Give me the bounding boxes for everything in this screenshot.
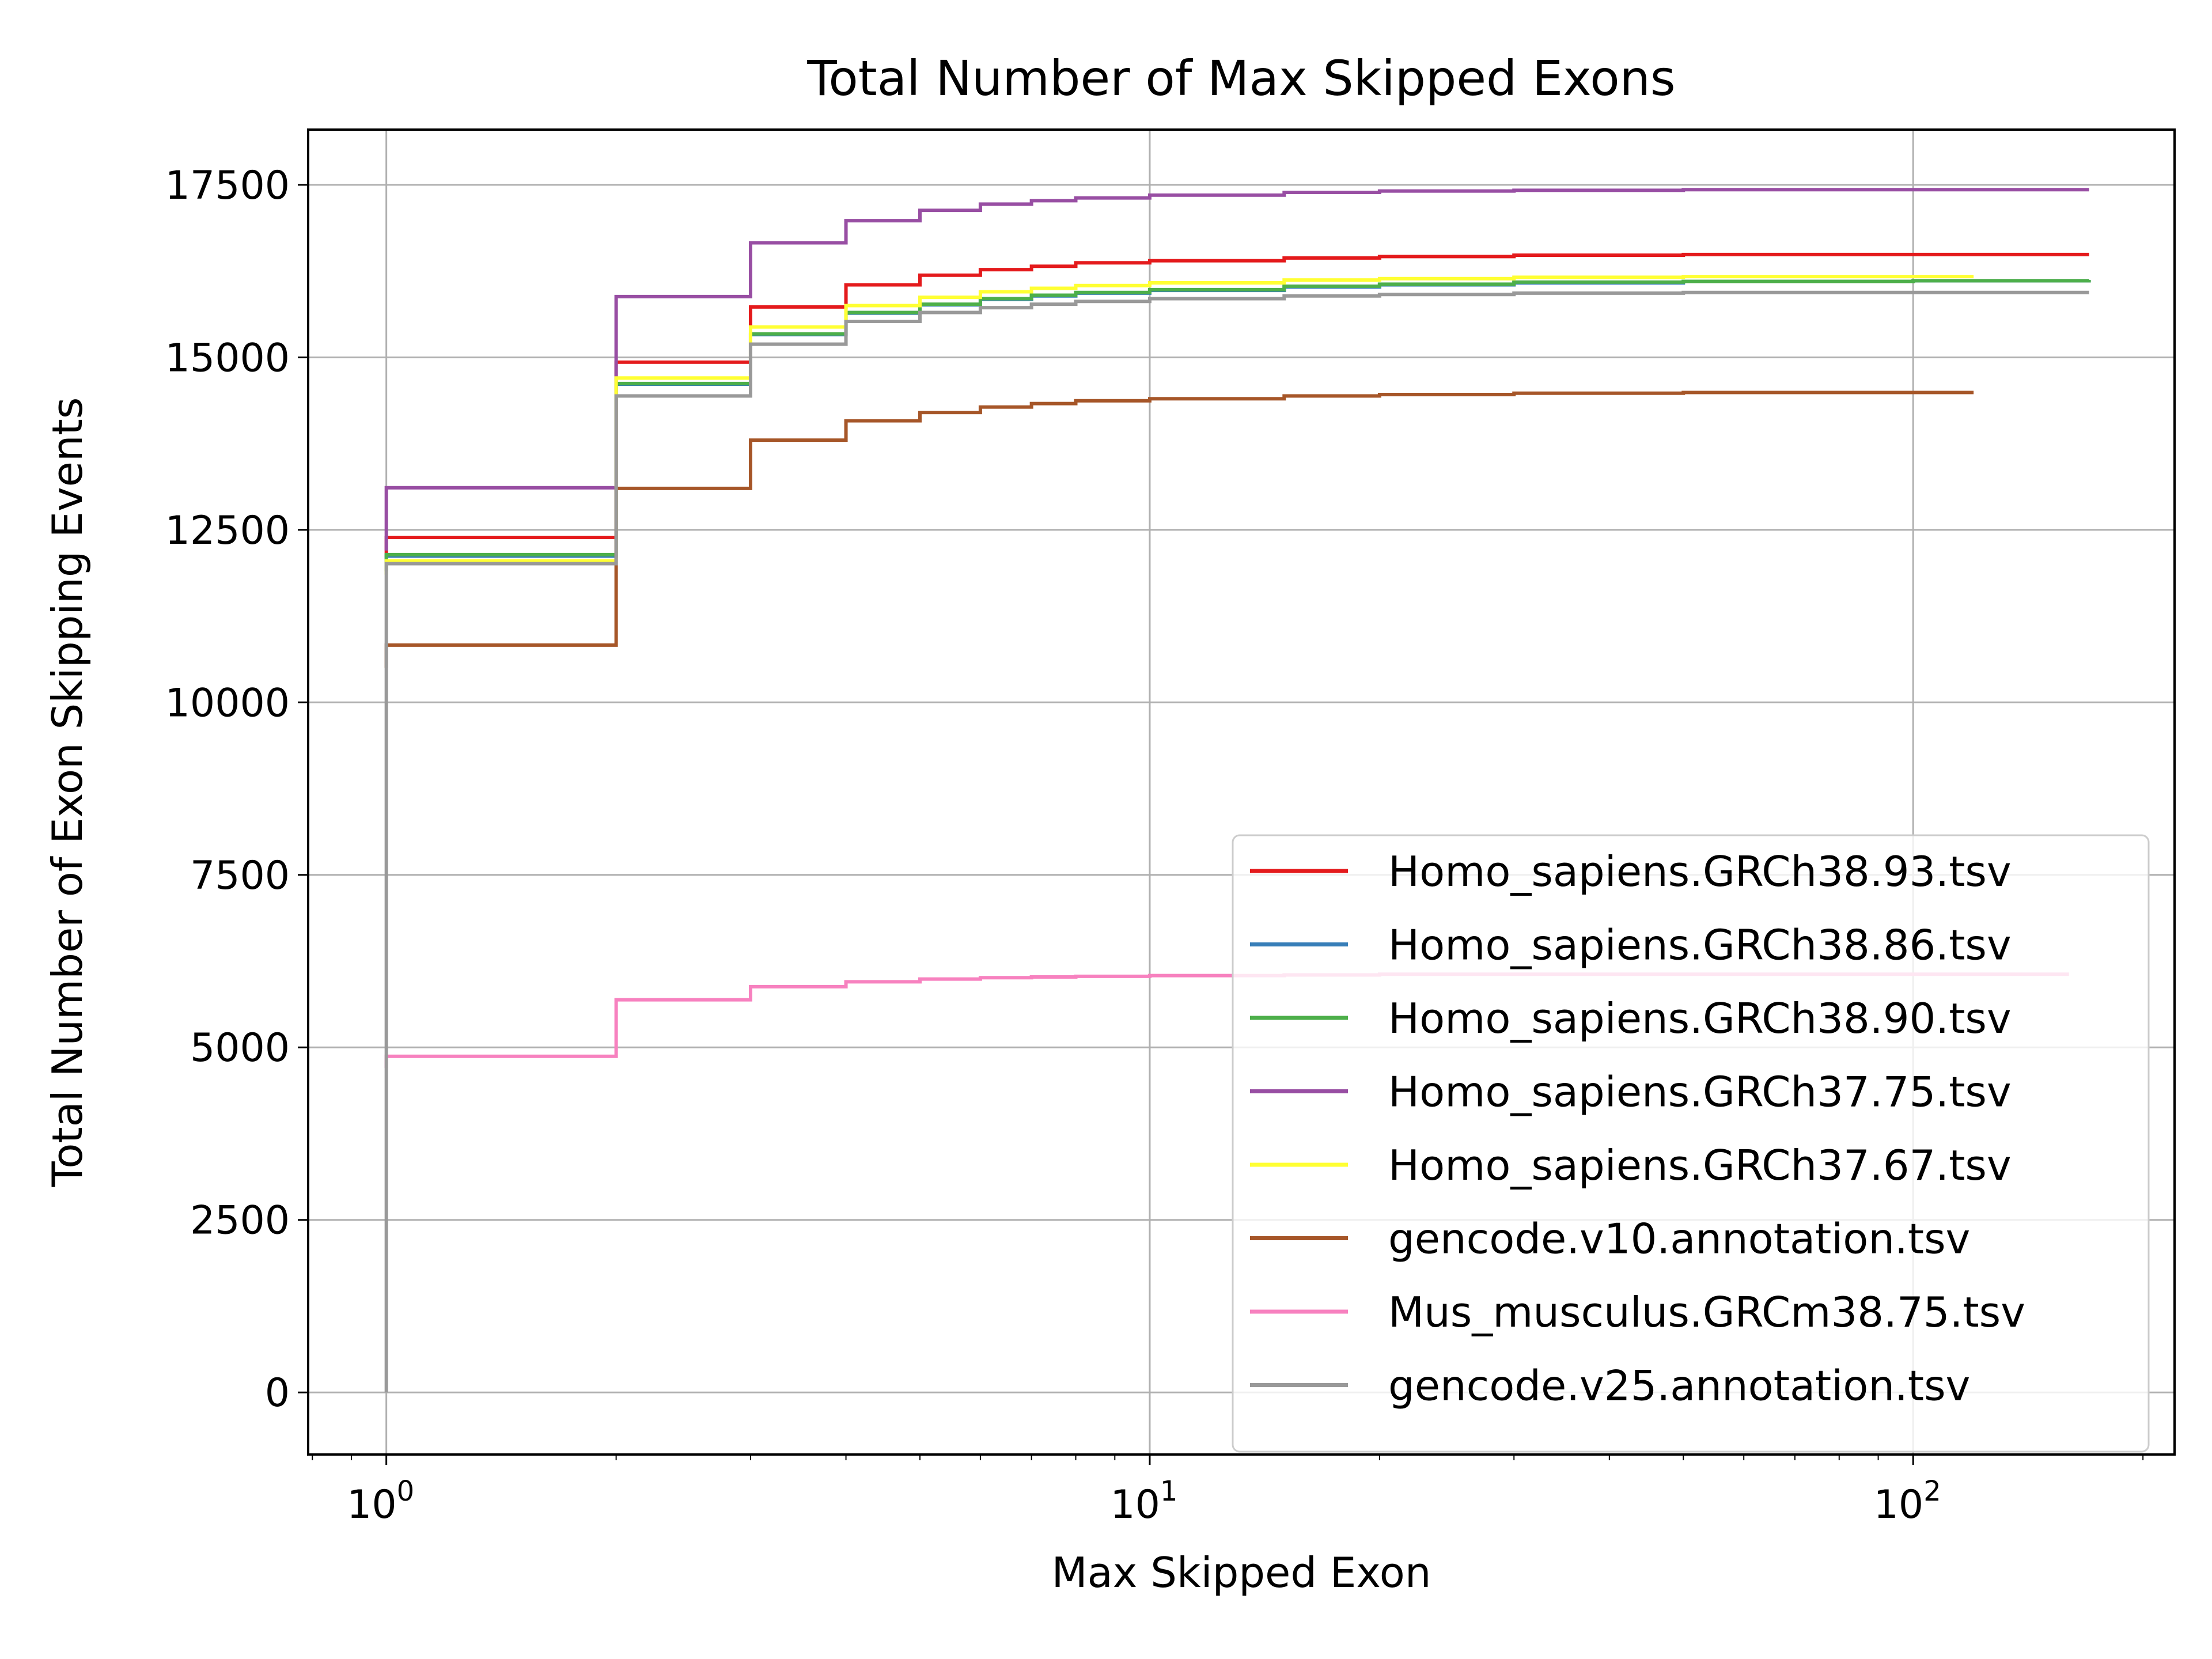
legend-label: gencode.v10.annotation.tsv xyxy=(1388,1215,1970,1263)
series-line xyxy=(384,290,2089,1393)
y-tick-label: 5000 xyxy=(190,1025,290,1071)
y-tick-label: 10000 xyxy=(165,680,290,726)
series-group xyxy=(384,188,2091,1393)
grid xyxy=(308,130,2175,1455)
y-tick-label: 0 xyxy=(265,1370,290,1416)
legend-label: Mus_musculus.GRCm38.75.tsv xyxy=(1388,1288,2025,1336)
x-tick-label: 101 xyxy=(1110,1475,1177,1528)
x-tick-label: 100 xyxy=(347,1475,414,1528)
legend-label: Homo_sapiens.GRCh38.90.tsv xyxy=(1388,994,2012,1043)
y-tick-label: 15000 xyxy=(165,335,290,381)
y-tick-label: 17500 xyxy=(165,163,290,209)
x-axis-label: Max Skipped Exon xyxy=(1051,1548,1431,1597)
legend-label: Homo_sapiens.GRCh37.75.tsv xyxy=(1388,1068,2012,1116)
x-tick-label: 102 xyxy=(1874,1475,1941,1528)
legend-label: Homo_sapiens.GRCh38.86.tsv xyxy=(1388,921,2012,969)
series-line xyxy=(384,188,2089,551)
legend-label: Homo_sapiens.GRCh38.93.tsv xyxy=(1388,847,2012,896)
legend-box xyxy=(1232,834,2150,1453)
axis-ticks: 100 101 102 0 2500 5000 7500 10000 12500 15000 175… xyxy=(165,163,2144,1528)
legend: Homo_sapiens.GRCh38.93.tsv Homo_sapiens.G… xyxy=(1232,834,2150,1453)
legend-label: gencode.v25.annotation.tsv xyxy=(1388,1362,1970,1410)
legend-label: Homo_sapiens.GRCh37.67.tsv xyxy=(1388,1141,2012,1190)
series-line xyxy=(384,391,1974,668)
y-tick-label: 7500 xyxy=(190,853,290,899)
plot-frame xyxy=(307,128,2176,1456)
y-axis-label: Total Number of Exon Skipping Events xyxy=(43,397,92,1188)
y-tick-label: 12500 xyxy=(165,508,290,554)
chart-title: Total Number of Max Skipped Exons xyxy=(806,50,1675,107)
y-tick-label: 2500 xyxy=(190,1198,290,1244)
